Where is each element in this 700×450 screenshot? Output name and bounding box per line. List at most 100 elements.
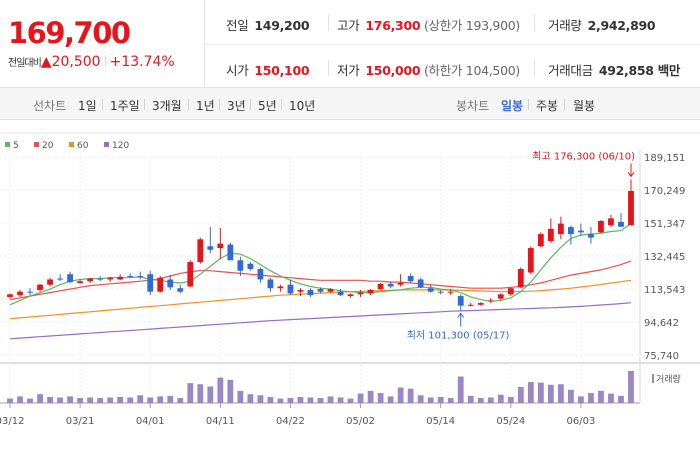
stat-label: 거래대금 (548, 63, 593, 78)
volume-label: 거래량 (656, 373, 681, 385)
volume-bar (77, 398, 84, 403)
stat-value: 492,858 백만 (598, 63, 681, 78)
divider (144, 99, 145, 110)
candle-body (47, 279, 53, 285)
candle-body (628, 190, 634, 226)
volume-bar (497, 394, 504, 403)
volume-bar (407, 388, 414, 403)
divider (104, 55, 106, 67)
candle-body (27, 291, 33, 293)
tab-1d[interactable]: 1일 (78, 99, 97, 113)
candle-body (367, 289, 374, 294)
volume-bar (207, 386, 214, 403)
tab-daily[interactable]: 일봉 (501, 99, 524, 113)
volume-bar (377, 393, 384, 403)
volume-bar (578, 396, 584, 403)
volume-bar (97, 398, 104, 403)
candle-body (147, 274, 154, 292)
tab-5y[interactable]: 5년 (258, 99, 277, 113)
stat-high: 고가 176,300 (상한가 193,900) (337, 15, 520, 34)
candle-body (187, 262, 194, 287)
candle-body (357, 292, 364, 295)
x-tick-label: 05/24 (496, 416, 525, 427)
tab-10y[interactable]: 10년 (289, 99, 316, 113)
volume-bar (618, 395, 624, 403)
volume-bar (588, 393, 594, 403)
tab-1y[interactable]: 1년 (196, 99, 215, 113)
candle-body (437, 291, 444, 293)
change-percent: +13.74% (109, 54, 175, 70)
volume-bar (547, 384, 554, 403)
candle-body (557, 223, 564, 235)
candle-body (17, 291, 23, 296)
high-arrow-icon (627, 172, 635, 178)
candle-body (578, 230, 584, 233)
x-tick-label: 06/03 (566, 416, 595, 427)
volume-bar (517, 387, 524, 403)
y-tick-label: 132,445 (644, 252, 685, 263)
tab-3m[interactable]: 3개월 (152, 99, 182, 113)
y-tick-label: 170,249 (644, 186, 685, 197)
candle-body (127, 275, 134, 277)
volume-bar (17, 396, 23, 403)
change-value: 20,500 (51, 54, 101, 70)
volume-bar (87, 397, 94, 403)
volume-bar (107, 397, 114, 403)
candle-body (598, 220, 604, 233)
candle-body (618, 221, 624, 227)
volume-bar (177, 398, 184, 403)
volume-bar (397, 387, 404, 403)
candle-body (377, 283, 384, 290)
stat-label: 저가 (337, 63, 360, 78)
stat-value: 149,200 (254, 18, 310, 33)
divider (102, 99, 103, 110)
volume-bar (157, 396, 164, 403)
candle-body (497, 294, 504, 299)
upper-limit: (상한가 193,900) (423, 18, 520, 33)
tab-monthly[interactable]: 월봉 (573, 99, 596, 113)
stat-amount: 거래대금 492,858 백만 (548, 60, 680, 79)
candle-body (217, 243, 224, 249)
x-tick-label: 05/14 (426, 416, 455, 427)
candle-body (588, 234, 594, 238)
volume-bar (417, 395, 424, 403)
volume-bar (137, 395, 144, 403)
candle-body (257, 268, 264, 280)
volume-bar (57, 397, 63, 403)
volume-bar (227, 379, 234, 403)
stat-value: 2,942,890 (587, 18, 656, 33)
candle-body (297, 289, 304, 292)
candle-body (67, 274, 74, 283)
volume-bar (427, 397, 434, 403)
moving-average-ma120 (9, 302, 632, 340)
candle-body (447, 291, 454, 293)
divider (281, 99, 282, 110)
volume-bar (567, 389, 574, 403)
y-tick-label: 94,642 (644, 318, 679, 329)
high-annotation: 최고 176,300 (06/10) (532, 150, 635, 162)
candle-body (87, 278, 94, 282)
x-tick-label: 03/21 (66, 416, 95, 427)
volume-bar (287, 398, 294, 403)
divider (205, 44, 700, 45)
candle-body (197, 239, 204, 263)
candle-body (317, 289, 324, 292)
tab-1w[interactable]: 1주일 (110, 99, 140, 113)
volume-bar (317, 398, 324, 403)
candle-body (277, 286, 284, 289)
candle-body (97, 278, 104, 280)
candle-body (407, 275, 414, 282)
candle-body (507, 288, 514, 295)
candle-body (167, 279, 174, 288)
tab-3y[interactable]: 3년 (227, 99, 246, 113)
candle-body (387, 283, 394, 287)
volume-bar (247, 394, 254, 403)
stat-open: 시가 150,100 (226, 60, 310, 79)
volume-bar (527, 382, 534, 403)
up-arrow-icon: ▲ (40, 54, 52, 70)
stat-label: 거래량 (548, 18, 582, 33)
tab-weekly[interactable]: 주봉 (536, 99, 559, 113)
divider (534, 15, 535, 31)
volume-bar (598, 390, 604, 403)
legend-label: 60 (77, 141, 89, 151)
